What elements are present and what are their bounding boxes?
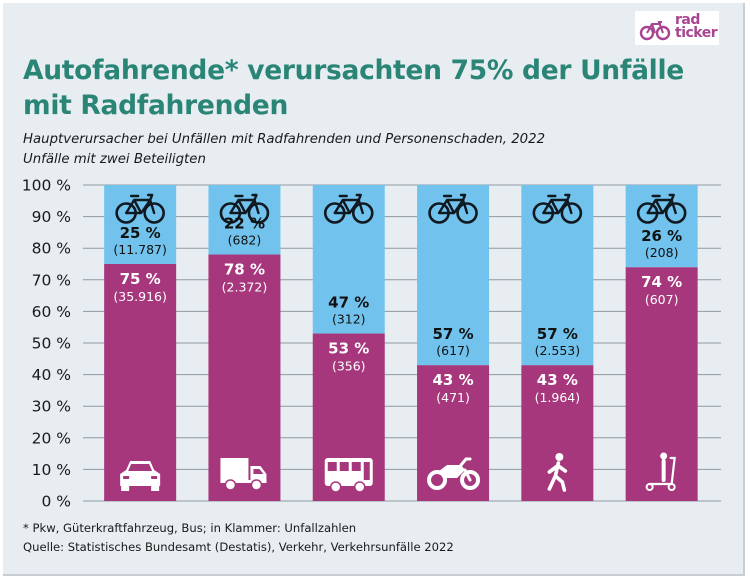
bicycle-icon [428, 193, 478, 224]
truck-icon [220, 458, 267, 491]
logo-line-2: ticker [675, 25, 718, 41]
data-label-bicycle-percent: 25 % [120, 224, 161, 242]
car-icon [120, 461, 161, 491]
scooter-icon [645, 452, 676, 491]
y-tick-label: 60 % [32, 303, 71, 321]
radticker-logo: rad ticker [635, 11, 719, 45]
y-tick-label: 40 % [32, 366, 71, 384]
footnote-source: Quelle: Statistisches Bundesamt (Destati… [23, 540, 454, 554]
data-label-other-percent: 53 % [328, 340, 369, 358]
bar-segment-bicycle [104, 185, 177, 264]
data-label-bicycle-count: (312) [332, 312, 366, 327]
data-label-other-percent: 75 % [120, 270, 161, 288]
y-tick-label: 100 % [22, 177, 71, 195]
data-label-other-percent: 43 % [432, 371, 473, 389]
bicycle-icon [532, 193, 583, 224]
stacked-bar-chart: 0 % 10 % 20 % 30 % 40 % 50 % 60 % 70 % 80 % 90 % 1… [22, 177, 721, 511]
bar-segment-bicycle [208, 185, 281, 255]
data-label-bicycle-count: (208) [645, 245, 679, 260]
footnote-definition: * Pkw, Güterkraftfahrzeug, Bus; in Klamm… [23, 521, 357, 535]
chart-subtitle: Hauptverursacher bei Unfällen mit Radfah… [23, 130, 723, 170]
y-tick-label: 20 % [32, 429, 71, 447]
data-label-other-count: (471) [436, 390, 470, 405]
y-tick-label: 80 % [32, 240, 71, 258]
subtitle-line-2: Unfälle mit zwei Beteiligten [23, 152, 206, 167]
bar-segment-bicycle [625, 185, 698, 268]
data-label-other-count: (2.372) [222, 280, 268, 295]
data-label-other-count: (607) [645, 292, 679, 307]
subtitle-line-1: Hauptverursacher bei Unfällen mit Radfah… [23, 132, 546, 147]
y-tick-label: 10 % [32, 461, 71, 479]
bicycle-icon [636, 193, 687, 224]
data-label-other-count: (1.964) [535, 390, 581, 405]
data-label-other-percent: 43 % [537, 371, 578, 389]
motorcycle-icon [427, 457, 481, 490]
y-tick-label: 90 % [32, 208, 71, 226]
y-tick-label: 30 % [32, 398, 71, 416]
data-label-bicycle-count: (2.553) [535, 343, 581, 358]
chart-title: Autofahrende* verursachten 75% der Unfäl… [23, 55, 684, 121]
data-label-other-count: (35.916) [113, 289, 167, 304]
data-label-other-percent: 78 % [224, 261, 265, 279]
data-label-bicycle-count: (682) [228, 233, 262, 248]
bicycle-icon [219, 193, 270, 224]
footnote: * Pkw, Güterkraftfahrzeug, Bus; in Klamm… [23, 519, 723, 557]
pedestrian-icon [547, 453, 568, 492]
data-label-bicycle-count: (617) [436, 343, 470, 358]
infographic-card: rad ticker Autofahrende* verursachten 75… [3, 3, 745, 576]
bicycle-logo-icon [639, 21, 671, 41]
data-label-bicycle-count: (11.787) [113, 242, 167, 257]
y-tick-label: 70 % [32, 271, 71, 289]
data-label-bicycle-percent: 47 % [328, 294, 369, 312]
y-tick-label: 0 % [41, 493, 71, 511]
data-label-bicycle-percent: 26 % [641, 227, 682, 245]
bicycle-icon [323, 193, 374, 224]
logo-line-1: rad [675, 12, 700, 28]
data-label-bicycle-percent: 57 % [537, 325, 578, 343]
data-label-other-percent: 74 % [641, 273, 682, 291]
data-label-other-count: (356) [332, 359, 366, 374]
data-label-bicycle-percent: 22 % [224, 215, 265, 233]
y-tick-label: 50 % [32, 335, 71, 353]
data-label-bicycle-percent: 57 % [432, 325, 473, 343]
bus-icon [324, 458, 373, 493]
bicycle-icon [115, 193, 165, 224]
